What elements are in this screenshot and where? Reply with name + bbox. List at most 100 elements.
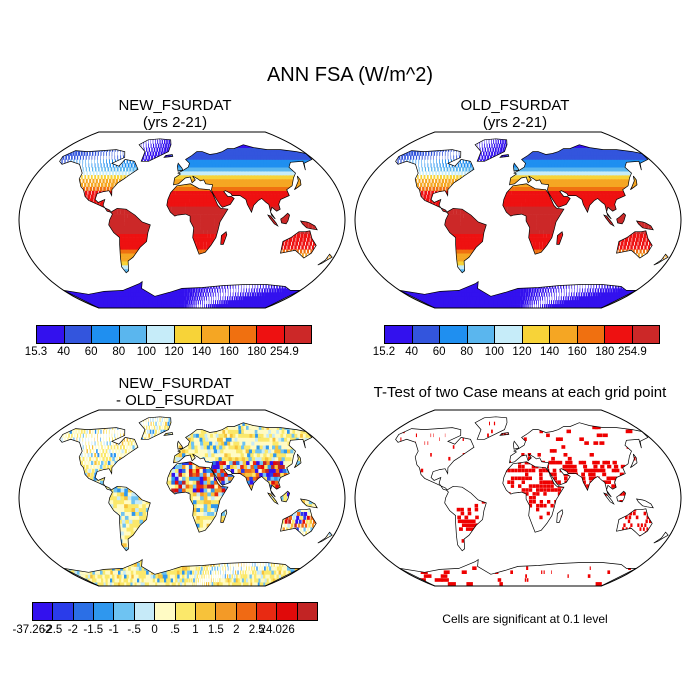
colorbar-new-label: 15.3 (24, 346, 48, 358)
coastline-borneo (280, 212, 290, 225)
colorbar-old-box (522, 326, 550, 343)
map-difference (18, 409, 346, 587)
colorbar-new-label: 160 (219, 346, 239, 358)
coastline-samerica (444, 207, 487, 274)
coastline-namerica (59, 427, 139, 491)
panel-title-diff-line1: NEW_FSURDAT (118, 375, 232, 392)
coastline-newguinea (635, 220, 654, 231)
colorbar-new-box (147, 326, 175, 343)
coastline-australia (616, 230, 653, 259)
panel-title-old-line2: (yrs 2-21) (482, 114, 548, 131)
panel-title-old: OLD_FSURDAT (yrs 2-21) (355, 97, 675, 131)
colorbar-old-label: 160 (567, 346, 587, 358)
colorbar-old-label: 120 (512, 346, 532, 358)
coastline-greenland (474, 416, 508, 440)
coastline-samerica (108, 485, 151, 552)
coastlines (395, 138, 669, 309)
colorbar-new-labels: 15.3 40 60 80 100 120 140 160 180 254.9 (25, 346, 312, 360)
colorbar-old-label: 60 (432, 346, 446, 358)
coastline-australia (280, 230, 317, 259)
colorbar-diff-box (195, 603, 217, 620)
colorbar-old (384, 325, 660, 344)
coastline-arabiaIsle (499, 432, 510, 436)
colorbar-diff-box (94, 603, 115, 620)
colorbar-old-box (412, 326, 440, 343)
panel-title-old-line1: OLD_FSURDAT (460, 97, 570, 114)
map-border (18, 131, 346, 309)
colorbar-old-label: 80 (460, 346, 474, 358)
colorbar-new-label: 40 (57, 346, 70, 358)
colorbar-new-box (284, 326, 311, 343)
coastline-samerica (444, 485, 487, 552)
colorbar-old-label: 40 (405, 346, 418, 358)
colorbar-diff-box (256, 603, 278, 620)
colorbar-diff-box (134, 603, 156, 620)
coastline-antarctica (399, 558, 637, 587)
colorbar-diff-label: 2 (233, 624, 240, 636)
panel-title-new-line1: NEW_FSURDAT (118, 97, 232, 114)
coastline-newzealand (653, 253, 669, 266)
coastline-madagascar (220, 231, 228, 245)
colorbar-new-label: 60 (84, 346, 98, 358)
colorbar-new-box (229, 326, 257, 343)
map-border (354, 409, 682, 587)
coastline-japan (294, 453, 302, 468)
coastline-japan (630, 175, 638, 190)
coastline-eurasia (509, 422, 649, 498)
colorbar-diff-box (114, 603, 135, 620)
colorbar-old-label: 254.9 (618, 346, 647, 358)
coastline-japan (630, 453, 638, 468)
coastline-sumatra (603, 214, 615, 227)
coastline-namerica (395, 427, 475, 491)
colorbar-old-box (440, 326, 468, 343)
coastline-madagascar (556, 509, 564, 523)
coastline-eurasia (509, 144, 649, 220)
colorbar-diff (32, 602, 318, 621)
coastlines (59, 138, 333, 309)
colorbar-diff-label: -.5 (127, 624, 141, 636)
coastline-britain (177, 162, 184, 172)
map-ttest (354, 409, 682, 587)
coastline-antarctica (63, 558, 301, 587)
colorbar-diff-box (216, 603, 237, 620)
coastline-japan (294, 175, 302, 190)
colorbar-diff-box (297, 603, 318, 620)
colorbar-old-label: 15.2 (372, 346, 396, 358)
coastline-borneo (616, 490, 626, 503)
main-title: ANN FSA (W/m^2) (266, 64, 434, 86)
colorbar-diff-label: 1.5 (207, 624, 224, 636)
panel-title-diff: NEW_FSURDAT - OLD_FSURDAT (30, 375, 320, 409)
coastline-australia (616, 508, 653, 537)
coastline-antarctica (63, 280, 301, 309)
coastline-arabiaIsle (163, 154, 174, 158)
coastline-africa (502, 461, 565, 533)
coastline-africa (166, 183, 229, 255)
coastline-madagascar (220, 509, 228, 523)
colorbar-old-box (495, 326, 523, 343)
colorbar-diff-label: 24.026 (259, 624, 295, 636)
coastline-sumatra (267, 214, 279, 227)
coastline-arabiaIsle (163, 432, 174, 436)
colorbar-new-box (37, 326, 65, 343)
coastline-greenland (138, 138, 172, 162)
coastline-namerica (395, 149, 475, 213)
colorbar-diff-label: -1 (108, 624, 119, 636)
coastline-newzealand (653, 531, 669, 544)
colorbar-diff-label: -1.5 (83, 624, 104, 636)
coastline-newguinea (299, 498, 318, 509)
colorbar-old-box (605, 326, 633, 343)
colorbar-old-box (577, 326, 605, 343)
colorbar-diff-label: -2.5 (42, 624, 63, 636)
panel-title-new-line2: (yrs 2-21) (142, 114, 208, 131)
coastline-sumatra (603, 492, 615, 505)
colorbar-old-box (385, 326, 413, 343)
coastline-sumatra (267, 492, 279, 505)
colorbar-old-label: 180 (595, 346, 615, 358)
colorbar-diff-label: -2 (67, 624, 78, 636)
colorbar-new-label: 100 (136, 346, 156, 358)
coastlines (59, 416, 333, 587)
coastlines (395, 416, 669, 587)
coastline-newzealand (317, 531, 333, 544)
coastline-britain (513, 440, 520, 450)
coastline-africa (502, 183, 565, 255)
